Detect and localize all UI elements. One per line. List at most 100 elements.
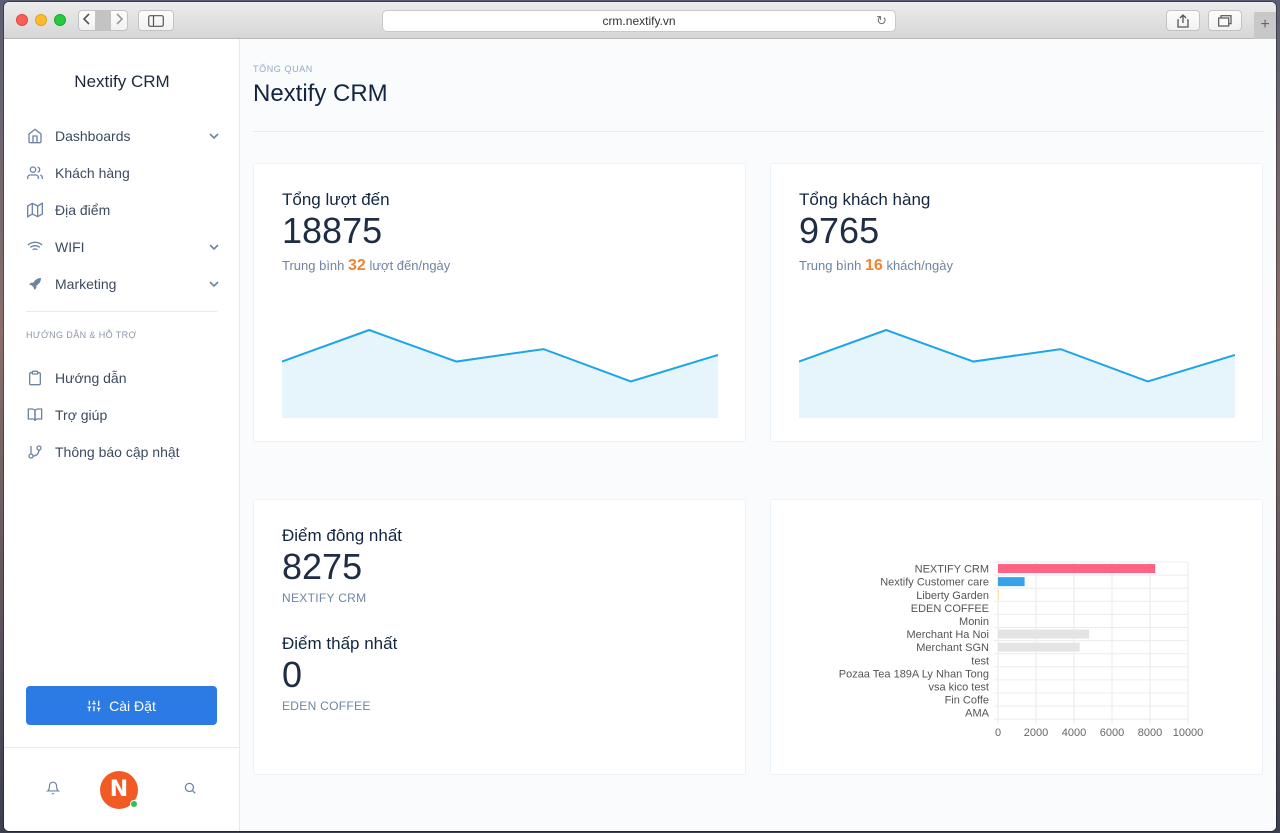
sidebar-item-marketing[interactable]: Marketing [4, 265, 240, 302]
search-icon[interactable] [183, 781, 197, 800]
main-content: TỔNG QUAN Nextify CRM Tổng lượt đến 1887… [240, 39, 1276, 831]
avatar[interactable]: N [100, 771, 138, 809]
sidebar-item-locations[interactable]: Địa điểm [4, 191, 240, 228]
sidebar-item-customers[interactable]: Khách hàng [4, 154, 240, 191]
quietest-location-value: 0 [282, 654, 303, 695]
y-tick-label: AMA [965, 708, 990, 720]
reload-icon[interactable]: ↻ [876, 13, 887, 28]
zoom-window-button[interactable] [54, 14, 66, 26]
new-tab-button[interactable]: + [1254, 12, 1276, 39]
url-text: crm.nextify.vn [602, 14, 676, 28]
bar[interactable] [998, 590, 999, 600]
sidebar-toggle-button[interactable] [138, 10, 174, 31]
y-tick-label: Nextify Customer care [880, 577, 989, 589]
page-overline: TỔNG QUAN [253, 64, 313, 74]
home-icon [26, 127, 44, 145]
tab-overview-button[interactable] [1208, 10, 1242, 31]
subtitle-suffix: lượt đến/ngày [369, 258, 451, 273]
book-icon [26, 406, 44, 424]
subtitle-prefix: Trung bình [282, 258, 345, 273]
sparkline-area [282, 330, 718, 418]
online-status-dot [130, 800, 138, 808]
wifi-icon [26, 238, 44, 256]
git-branch-icon [26, 443, 44, 461]
menu-divider [26, 311, 217, 312]
sidebar-footer: N [4, 747, 240, 831]
total-visits-card: Tổng lượt đến 18875 Trung bình 32 lượt đ… [253, 163, 746, 442]
y-tick-label: Merchant SGN [916, 642, 989, 654]
bar[interactable] [998, 564, 1156, 574]
app-root: Nextify CRM Dashboards Khách hàng [4, 39, 1276, 831]
support-section-label: HƯỚNG DẪN & HỖ TRỢ [26, 330, 137, 340]
x-tick-label: 8000 [1138, 727, 1162, 739]
x-tick-label: 4000 [1062, 727, 1086, 739]
x-tick-label: 0 [995, 727, 1001, 739]
sidebar-item-dashboards[interactable]: Dashboards [4, 117, 240, 154]
y-tick-label: test [971, 655, 989, 667]
y-tick-label: vsa kico test [928, 681, 989, 693]
customers-sparkline [799, 328, 1235, 418]
y-tick-label: Liberty Garden [916, 590, 989, 602]
bar[interactable] [998, 629, 1090, 639]
sidebar-item-label: Marketing [55, 275, 117, 292]
sidebar-item-label: Trợ giúp [55, 406, 108, 423]
sidebar-item-guide[interactable]: Hướng dẫn [4, 359, 240, 396]
clipboard-icon [26, 369, 44, 387]
forward-icon[interactable] [111, 13, 127, 28]
x-tick-label: 6000 [1100, 727, 1124, 739]
card-subtitle: Trung bình 32 lượt đến/ngày [282, 257, 450, 275]
locations-bar-chart: 0 2000 4000 6000 8000 10000 NEXTIFY CRMNextify… [839, 561, 1204, 739]
card-value: 9765 [799, 210, 880, 251]
bar[interactable] [998, 642, 1080, 652]
visits-sparkline [282, 328, 718, 418]
address-bar[interactable]: crm.nextify.vn ↻ [382, 10, 896, 32]
page-title: Nextify CRM [253, 80, 388, 107]
busiest-location-value: 8275 [282, 546, 363, 587]
card-value: 18875 [282, 210, 383, 251]
sidebar-icon [148, 14, 164, 27]
y-tick-label: Pozaa Tea 189A Ly Nhan Tong [839, 668, 989, 680]
brand-title: Nextify CRM [74, 72, 170, 91]
quietest-location-name: EDEN COFFEE [282, 699, 371, 713]
sliders-icon [87, 699, 101, 713]
subtitle-prefix: Trung bình [799, 258, 862, 273]
busiest-location-title: Điểm đông nhất [282, 526, 403, 545]
users-icon [26, 164, 44, 182]
tabs-icon [1218, 14, 1232, 27]
sparkline-line [799, 328, 1235, 383]
y-tick-label: Fin Coffe [945, 695, 989, 707]
sidebar-item-label: Địa điểm [55, 201, 111, 218]
sidebar-item-label: Dashboards [55, 127, 131, 144]
sparkline-line [282, 328, 718, 383]
settings-label: Cài Đặt [109, 697, 156, 714]
map-icon [26, 201, 44, 219]
sidebar-item-label: Thông báo cập nhật [55, 443, 180, 460]
y-tick-label: Merchant Ha Noi [906, 629, 989, 641]
header-divider [253, 131, 1264, 132]
back-icon[interactable] [79, 13, 95, 28]
sidebar-item-label: Hướng dẫn [55, 369, 127, 386]
y-tick-label: Monin [959, 616, 989, 628]
browser-window: crm.nextify.vn ↻ + Nextify CRM Dashboard… [4, 2, 1276, 831]
main-menu: Dashboards Khách hàng Địa điểm [4, 117, 240, 302]
chevron-down-icon [209, 132, 219, 139]
sidebar-item-changelog[interactable]: Thông báo cập nhật [4, 433, 240, 470]
minimize-window-button[interactable] [35, 14, 47, 26]
share-button[interactable] [1166, 10, 1200, 31]
locations-bar-chart-card: 0 2000 4000 6000 8000 10000 NEXTIFY CRM Nextify… [770, 499, 1263, 775]
bar[interactable] [998, 577, 1025, 587]
sidebar-item-label: WIFI [55, 238, 85, 255]
bell-icon[interactable] [45, 781, 61, 800]
subtitle-suffix: khách/ngày [886, 258, 953, 273]
sidebar-item-help[interactable]: Trợ giúp [4, 396, 240, 433]
sidebar-item-label: Khách hàng [55, 164, 130, 181]
close-window-button[interactable] [16, 14, 28, 26]
x-tick-label: 10000 [1173, 727, 1204, 739]
settings-button[interactable]: Cài Đặt [26, 686, 217, 725]
y-tick-label: NEXTIFY CRM [915, 564, 989, 576]
chevron-down-icon [209, 243, 219, 250]
card-title: Tổng lượt đến [282, 190, 390, 209]
rocket-icon [26, 275, 44, 293]
sidebar-item-wifi[interactable]: WIFI [4, 228, 240, 265]
sparkline-area [799, 330, 1235, 418]
